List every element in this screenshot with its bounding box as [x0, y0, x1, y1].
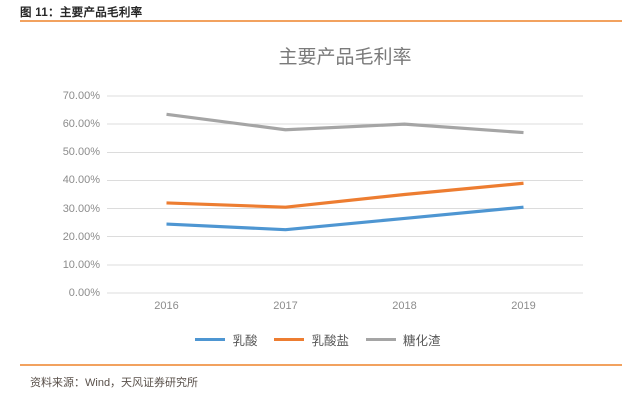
- legend-label: 糖化渣: [403, 333, 441, 348]
- y-axis-tick: 40.00%: [62, 174, 100, 187]
- y-axis-tick: 70.00%: [62, 90, 100, 102]
- x-axis-tick: 2019: [511, 300, 536, 312]
- y-axis-tick: 20.00%: [62, 230, 100, 243]
- top-divider: [20, 20, 622, 22]
- y-axis-tick: 10.00%: [62, 258, 100, 271]
- series-line-0: [166, 205, 524, 232]
- y-axis-tick: 0.00%: [68, 287, 100, 299]
- series-line-1: [166, 181, 524, 209]
- x-axis-tick: 2017: [273, 300, 298, 312]
- y-axis-tick: 50.00%: [62, 146, 100, 159]
- x-axis-tick: 2016: [154, 300, 179, 312]
- legend-swatch: [274, 337, 305, 341]
- y-axis-tick: 30.00%: [62, 202, 100, 215]
- legend-label: 乳酸: [232, 333, 258, 348]
- y-axis-tick: 60.00%: [62, 118, 100, 131]
- legend-item: 乳酸盐: [274, 330, 349, 349]
- source-note: 资料来源：Wind，天风证券研究所: [30, 377, 199, 389]
- chart-title: 主要产品毛利率: [278, 47, 412, 68]
- legend-swatch: [366, 337, 396, 341]
- series-line-2: [166, 112, 524, 135]
- legend-label: 乳酸盐: [311, 333, 349, 348]
- chart-legend: 乳酸 乳酸盐 糖化渣: [6, 330, 630, 349]
- legend-swatch: [195, 337, 226, 341]
- legend-item: 乳酸: [195, 330, 257, 349]
- x-axis-tick: 2018: [392, 300, 417, 312]
- figure-caption: 图 11：主要产品毛利率: [20, 7, 143, 19]
- legend-item: 糖化渣: [366, 330, 441, 349]
- bottom-divider: [20, 364, 622, 366]
